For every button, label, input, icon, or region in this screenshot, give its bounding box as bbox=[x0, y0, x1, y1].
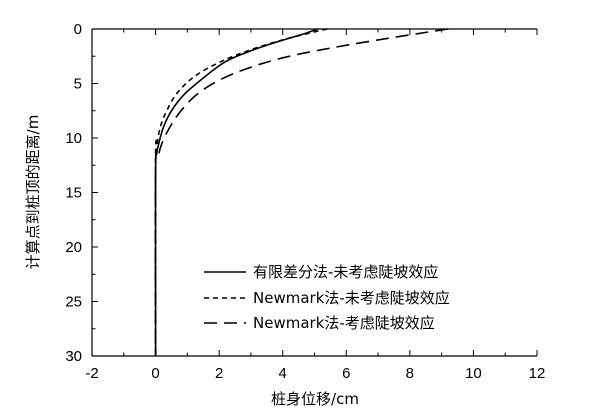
legend-label-1: 有限差分法-未考虑陡坡效应 bbox=[253, 263, 438, 281]
y-tick-label: 30 bbox=[65, 348, 82, 365]
y-axis-title: 计算点到桩顶的距离/m bbox=[24, 115, 42, 270]
x-tick-label: 4 bbox=[279, 365, 287, 382]
x-tick-label: 2 bbox=[215, 365, 223, 382]
legend-label-2: Newmark法-未考虑陡坡效应 bbox=[253, 289, 450, 307]
y-tick-label: 25 bbox=[65, 294, 82, 311]
y-tick-label: 10 bbox=[65, 130, 82, 147]
y-tick-label: 5 bbox=[74, 76, 82, 93]
x-tick-label: 10 bbox=[465, 365, 482, 382]
x-tick-label: -2 bbox=[85, 365, 98, 382]
ticks-layer: -2 0 2 4 6 8 10 12 0 5 10 15 20 25 30 bbox=[65, 21, 545, 382]
x-tick-label: 8 bbox=[406, 365, 414, 382]
x-tick-label: 12 bbox=[529, 365, 546, 382]
y-tick-label: 0 bbox=[74, 21, 82, 38]
legend-label-3: Newmark法-考虑陡坡效应 bbox=[253, 314, 435, 332]
legend: 有限差分法-未考虑陡坡效应 Newmark法-未考虑陡坡效应 Newmark法-考虑… bbox=[204, 263, 450, 332]
x-tick-label: 6 bbox=[342, 365, 350, 382]
series-layer bbox=[154, 28, 449, 357]
y-tick-label: 15 bbox=[65, 185, 82, 202]
x-tick-label: 0 bbox=[151, 365, 159, 382]
x-axis-title: 桩身位移/cm bbox=[271, 390, 359, 408]
series-line-3 bbox=[154, 28, 449, 357]
y-tick-label: 20 bbox=[65, 239, 82, 256]
series-line-2 bbox=[154, 28, 328, 357]
